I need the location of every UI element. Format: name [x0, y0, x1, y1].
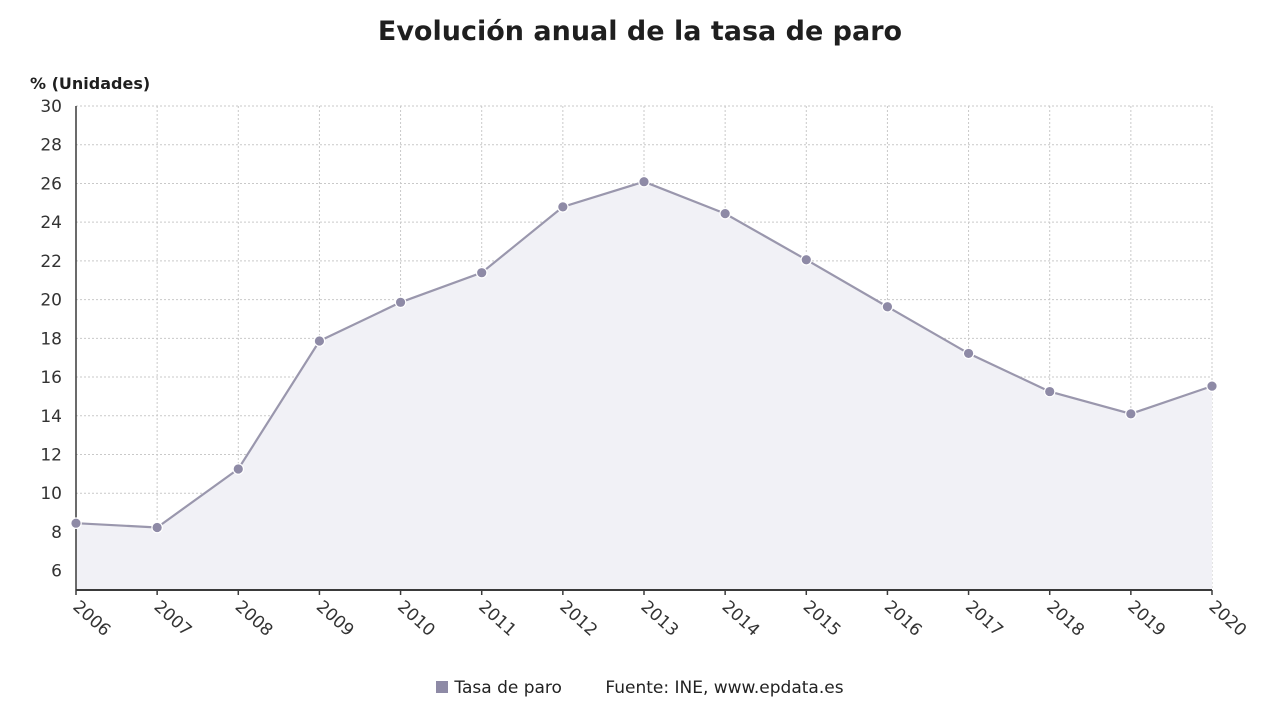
x-tick-label: 2006: [69, 597, 115, 641]
data-point: [475, 266, 488, 279]
data-point: [1043, 385, 1056, 398]
data-point: [719, 207, 731, 220]
data-point: [962, 347, 975, 360]
y-tick-label: 12: [40, 445, 62, 465]
x-tick-label: 2020: [1205, 597, 1251, 641]
data-point: [151, 521, 163, 534]
x-tick-label: 2018: [1042, 597, 1088, 641]
chart-title: Evolución anual de la tasa de paro: [377, 16, 903, 47]
y-tick-label: 20: [40, 291, 62, 311]
x-tick-label: 2012: [556, 597, 602, 641]
legend-swatch-icon: [436, 681, 449, 693]
legend-label: Tasa de paro: [454, 678, 562, 698]
data-point: [70, 517, 82, 530]
x-tick-label: 2009: [312, 597, 358, 641]
y-tick-label: 30: [40, 97, 62, 117]
data-point: [232, 463, 245, 475]
data-point: [638, 175, 650, 188]
data-point: [881, 300, 894, 313]
series-area: [76, 181, 1212, 590]
y-tick-label: 26: [40, 174, 62, 194]
legend: Tasa de paro Fuente: INE, www.epdata.es: [0, 678, 1280, 698]
data-point: [557, 201, 569, 213]
y-axis-label: % (Unidades): [30, 74, 151, 93]
data-point: [313, 335, 326, 347]
y-tick-label: 18: [40, 329, 62, 349]
x-tick-label: 2014: [718, 597, 764, 641]
x-tick-label: 2016: [880, 597, 926, 641]
x-tick-label: 2010: [393, 597, 439, 641]
source-note: Fuente: INE, www.epdata.es: [605, 678, 844, 698]
y-tick-label: 10: [40, 484, 62, 504]
y-tick-label: 16: [40, 368, 62, 388]
y-tick-label: 28: [40, 136, 62, 156]
data-point: [394, 296, 407, 309]
x-tick-label: 2011: [474, 597, 520, 641]
y-tick-label: 24: [40, 213, 62, 233]
y-tick-label: 8: [51, 523, 62, 543]
data-point: [1125, 408, 1137, 420]
data-point: [800, 253, 813, 266]
x-tick-label: 2013: [637, 597, 683, 641]
x-tick-label: 2019: [1124, 597, 1170, 641]
x-tick-label: 2017: [961, 597, 1007, 641]
y-tick-label: 6: [51, 562, 62, 582]
data-point: [1206, 380, 1218, 392]
y-tick-label: 22: [40, 252, 62, 272]
y-tick-label: 14: [40, 407, 62, 427]
legend-item-tasa-de-paro: Tasa de paro: [436, 678, 562, 698]
x-tick-label: 2008: [231, 597, 277, 641]
x-tick-label: 2015: [799, 597, 845, 641]
x-tick-label: 2007: [150, 597, 196, 641]
